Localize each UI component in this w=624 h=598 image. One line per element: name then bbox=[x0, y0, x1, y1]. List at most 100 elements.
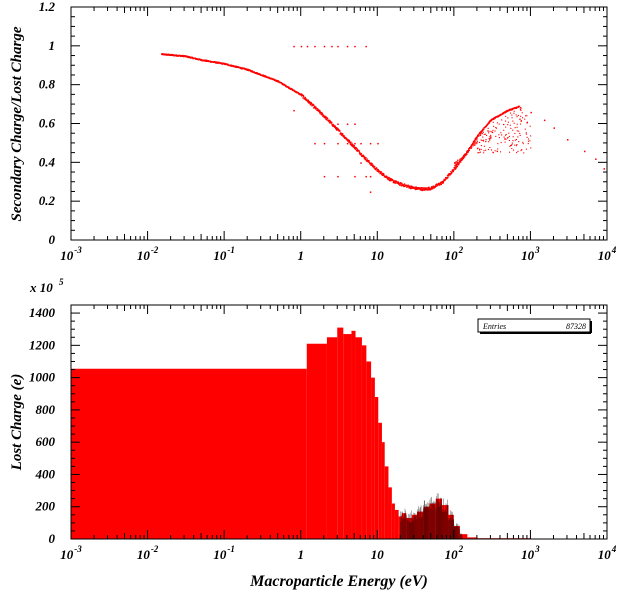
main-curve-point bbox=[490, 119, 493, 122]
hump-scatter-point bbox=[464, 153, 466, 156]
main-curve-point bbox=[410, 186, 412, 188]
row-point bbox=[337, 175, 339, 178]
stats-entries-label: Entries bbox=[482, 322, 506, 331]
hump-scatter-point bbox=[509, 124, 511, 126]
hump-scatter-point bbox=[504, 141, 506, 143]
main-curve-point bbox=[317, 109, 319, 111]
main-curve-point bbox=[278, 80, 280, 82]
hump-scatter-point bbox=[516, 152, 518, 154]
hump-scatter-point bbox=[511, 117, 513, 119]
hump-scatter-point bbox=[511, 147, 513, 150]
y-multiplier-base: x 10 bbox=[29, 280, 53, 295]
hump-scatter-point bbox=[455, 165, 457, 167]
main-curve-point bbox=[380, 171, 382, 173]
histogram-bar bbox=[384, 466, 389, 539]
hump-scatter-point bbox=[516, 144, 518, 146]
main-curve-point bbox=[263, 74, 265, 77]
main-curve-point bbox=[442, 180, 445, 183]
main-curve-point bbox=[415, 188, 417, 190]
hump-scatter-point bbox=[477, 135, 479, 137]
hump-scatter-point bbox=[468, 149, 470, 151]
hump-scatter-point bbox=[454, 162, 456, 165]
hump-scatter-point bbox=[525, 148, 527, 150]
hump-scatter-point bbox=[463, 155, 465, 157]
main-curve-point bbox=[364, 158, 367, 161]
hump-scatter-point bbox=[490, 134, 492, 136]
hump-scatter-point bbox=[529, 125, 531, 127]
histogram-bar bbox=[337, 327, 344, 539]
hump-scatter-point bbox=[505, 134, 507, 136]
main-curve-point bbox=[478, 133, 481, 135]
hump-scatter-point bbox=[498, 136, 500, 139]
bottom-plot-frame bbox=[70, 304, 608, 540]
main-curve-point bbox=[306, 99, 308, 101]
bottom-x-tick-label: 104 bbox=[598, 544, 617, 562]
hump-scatter-point bbox=[493, 125, 495, 127]
hump-scatter-point bbox=[519, 106, 521, 108]
row-point bbox=[314, 142, 316, 145]
main-curve-point bbox=[247, 68, 249, 70]
hump-scatter-point bbox=[526, 122, 528, 124]
histogram-bar bbox=[361, 345, 367, 539]
main-curve-point bbox=[389, 179, 392, 181]
bottom-x-tick-labels: 10-3 10-2 10-1 1 10 102 103 104 bbox=[60, 544, 617, 562]
hump-scatter-point bbox=[480, 133, 482, 135]
main-curve-point bbox=[347, 139, 350, 141]
hump-scatter-point bbox=[508, 151, 511, 153]
row-point bbox=[360, 142, 362, 145]
hump-scatter-point bbox=[520, 115, 522, 117]
main-curve-point bbox=[433, 187, 435, 189]
main-curve-point bbox=[415, 186, 417, 188]
main-curve-point bbox=[402, 184, 405, 186]
bottom-x-tick-label: 10-2 bbox=[137, 544, 159, 562]
hump-scatter-point bbox=[501, 134, 503, 136]
hump-scatter-point bbox=[468, 149, 470, 152]
main-curve-point bbox=[488, 122, 490, 124]
main-curve-point bbox=[307, 99, 309, 101]
main-curve-point bbox=[319, 112, 321, 114]
bottom-y-tick-label: 400 bbox=[35, 466, 56, 481]
main-curve-point bbox=[370, 164, 372, 166]
main-curve-point bbox=[317, 108, 319, 110]
tail-point bbox=[543, 119, 546, 122]
main-curve-point bbox=[250, 70, 252, 72]
main-curve-point bbox=[329, 120, 331, 122]
main-curve-point bbox=[441, 180, 444, 183]
main-curve-point bbox=[456, 165, 459, 168]
hump-scatter-point bbox=[505, 126, 507, 128]
hump-scatter-point bbox=[527, 138, 530, 140]
hump-scatter-point bbox=[453, 162, 456, 164]
hump-scatter-point bbox=[488, 141, 490, 143]
hump-scatter-point bbox=[520, 109, 522, 111]
hump-scatter-point bbox=[481, 139, 483, 142]
hump-scatter-point bbox=[494, 150, 496, 152]
top-y-tick-label: 0.4 bbox=[39, 154, 56, 169]
hump-scatter-point bbox=[462, 155, 464, 157]
hump-scatter-point bbox=[519, 118, 521, 120]
main-curve-point bbox=[375, 168, 377, 171]
hump-scatter-point bbox=[475, 143, 477, 145]
row-point bbox=[346, 45, 349, 48]
top-x-tick-label: 10 bbox=[371, 248, 385, 263]
main-curve-point bbox=[386, 176, 388, 178]
main-curve-point bbox=[411, 185, 413, 188]
bottom-axis-ticks bbox=[70, 305, 607, 540]
main-curve-point bbox=[408, 185, 410, 187]
hump-scatter-point bbox=[526, 136, 528, 138]
hump-scatter-point bbox=[521, 117, 524, 119]
main-curve-point bbox=[308, 101, 311, 103]
hump-scatter-point bbox=[485, 141, 487, 143]
main-curve-point bbox=[321, 113, 324, 115]
main-curve-point bbox=[305, 97, 307, 100]
main-curve-point bbox=[335, 126, 337, 129]
main-curve-point bbox=[341, 134, 344, 137]
main-curve-point bbox=[376, 167, 378, 169]
main-curve-point bbox=[430, 188, 432, 190]
main-curve-point bbox=[377, 169, 379, 171]
main-curve-point bbox=[502, 112, 504, 114]
hump-scatter-point bbox=[516, 123, 518, 125]
tail-point bbox=[583, 150, 586, 153]
hump-scatter-point bbox=[507, 137, 509, 139]
bottom-x-tick-label: 103 bbox=[521, 544, 540, 562]
